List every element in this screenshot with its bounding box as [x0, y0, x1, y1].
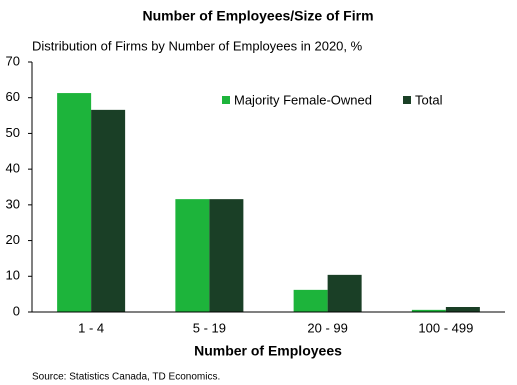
- y-tick-label: 10: [6, 268, 20, 283]
- bar: [445, 307, 480, 312]
- y-tick-label: 60: [6, 89, 20, 104]
- bar: [411, 309, 446, 312]
- x-tick-label: 100 - 499: [418, 320, 473, 335]
- bar: [293, 289, 328, 312]
- legend-swatch: [403, 96, 411, 104]
- legend-label: Total: [415, 92, 443, 107]
- y-tick-label: 0: [13, 303, 20, 318]
- x-tick-label: 20 - 99: [307, 320, 347, 335]
- source-note: Source: Statistics Canada, TD Economics.: [32, 372, 220, 383]
- legend-label: Majority Female-Owned: [234, 92, 372, 107]
- bar: [57, 93, 92, 312]
- bar: [209, 199, 244, 312]
- x-axis-label: Number of Employees: [194, 343, 342, 359]
- bar: [327, 274, 362, 312]
- y-tick-label: 20: [6, 232, 20, 247]
- y-tick-label: 70: [6, 53, 20, 68]
- y-tick-label: 40: [6, 161, 20, 176]
- x-tick-label: 5 - 19: [193, 320, 226, 335]
- y-tick-label: 30: [6, 196, 20, 211]
- x-tick-label: 1 - 4: [78, 320, 104, 335]
- legend-swatch: [222, 96, 230, 104]
- bar: [175, 199, 210, 312]
- y-tick-label: 50: [6, 125, 20, 140]
- chart-subtitle: Distribution of Firms by Number of Emplo…: [32, 38, 363, 53]
- bar: [91, 109, 126, 312]
- chart-title: Number of Employees/Size of Firm: [142, 8, 373, 24]
